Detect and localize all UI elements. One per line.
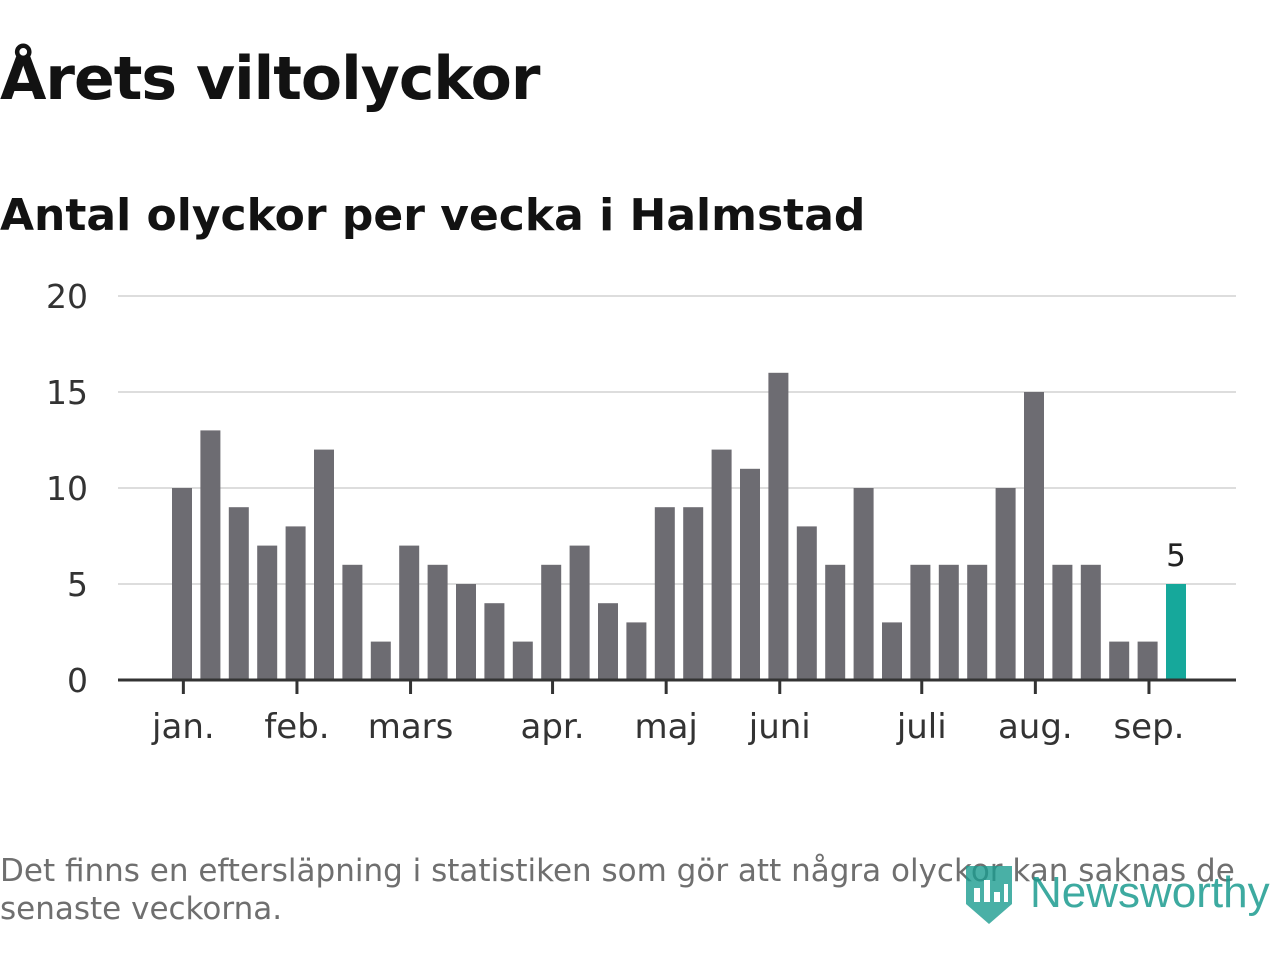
- y-tick-label: 0: [67, 661, 88, 700]
- bar: [967, 564, 988, 680]
- y-tick-label: 5: [67, 565, 88, 604]
- y-axis-ticks: 0 5 10 15 20: [46, 277, 88, 700]
- bar: [342, 564, 363, 680]
- bar: [427, 564, 448, 680]
- bar: [228, 507, 249, 680]
- chart-subtitle: Antal olyckor per vecka i Halmstad: [0, 190, 866, 241]
- bar: [853, 488, 874, 680]
- x-axis-ticks: jan. feb. mars apr. maj juni juli aug. sep.: [151, 680, 1184, 747]
- bar: [484, 603, 505, 680]
- bar: [1137, 641, 1158, 680]
- bar: [910, 564, 931, 680]
- bar: [257, 545, 278, 680]
- bar-chart-badge-icon: [966, 866, 1012, 924]
- x-tick-label: juni: [748, 707, 811, 747]
- y-tick-label: 20: [46, 277, 88, 316]
- bar: [314, 449, 334, 680]
- bar: [399, 545, 420, 680]
- bar: [1109, 641, 1130, 680]
- gridlines: [118, 295, 1236, 585]
- bar: [569, 545, 590, 680]
- bar: [172, 488, 192, 680]
- data-labels: 5: [1166, 538, 1186, 574]
- bar: [740, 468, 760, 680]
- bar-highlighted: [1166, 584, 1186, 680]
- bar: [825, 564, 846, 680]
- footnote: Det finns en eftersläpning i statistiken…: [0, 853, 1235, 927]
- bar: [285, 526, 306, 680]
- bar: [882, 622, 902, 680]
- bar: [512, 641, 533, 680]
- x-tick-label: mars: [368, 707, 454, 747]
- x-tick-label: juli: [896, 707, 947, 747]
- bar: [1024, 392, 1044, 680]
- bar: [370, 641, 391, 680]
- x-tick-label: maj: [634, 707, 697, 747]
- bar: [541, 564, 562, 680]
- bar: [796, 526, 817, 680]
- x-tick-label: feb.: [264, 707, 329, 747]
- y-tick-label: 15: [46, 373, 88, 412]
- bar: [626, 622, 647, 680]
- bar: [995, 488, 1016, 680]
- bar: [938, 564, 959, 680]
- bar-chart: 0 5 10 15 20 jan. feb. mars apr. maj juni juli aug.…: [46, 277, 1236, 747]
- bar: [598, 603, 618, 680]
- bar: [711, 449, 732, 680]
- x-tick-label: sep.: [1113, 707, 1184, 747]
- bar: [768, 372, 789, 680]
- bar: [1080, 564, 1101, 680]
- bar: [1052, 564, 1073, 680]
- y-tick-label: 10: [46, 469, 88, 508]
- brand-name: Newsworthy: [1030, 868, 1270, 917]
- bar: [654, 507, 675, 680]
- bar: [456, 584, 476, 680]
- x-tick-label: aug.: [998, 707, 1073, 747]
- bar: [683, 507, 704, 680]
- brand-logo: Newsworthy: [962, 858, 1270, 928]
- bars: [172, 372, 1186, 680]
- x-tick-label: apr.: [521, 707, 585, 747]
- bar-value-label: 5: [1166, 538, 1186, 574]
- chart-title: Årets viltolyckor: [0, 44, 540, 114]
- bar: [200, 430, 221, 680]
- x-tick-label: jan.: [151, 707, 215, 747]
